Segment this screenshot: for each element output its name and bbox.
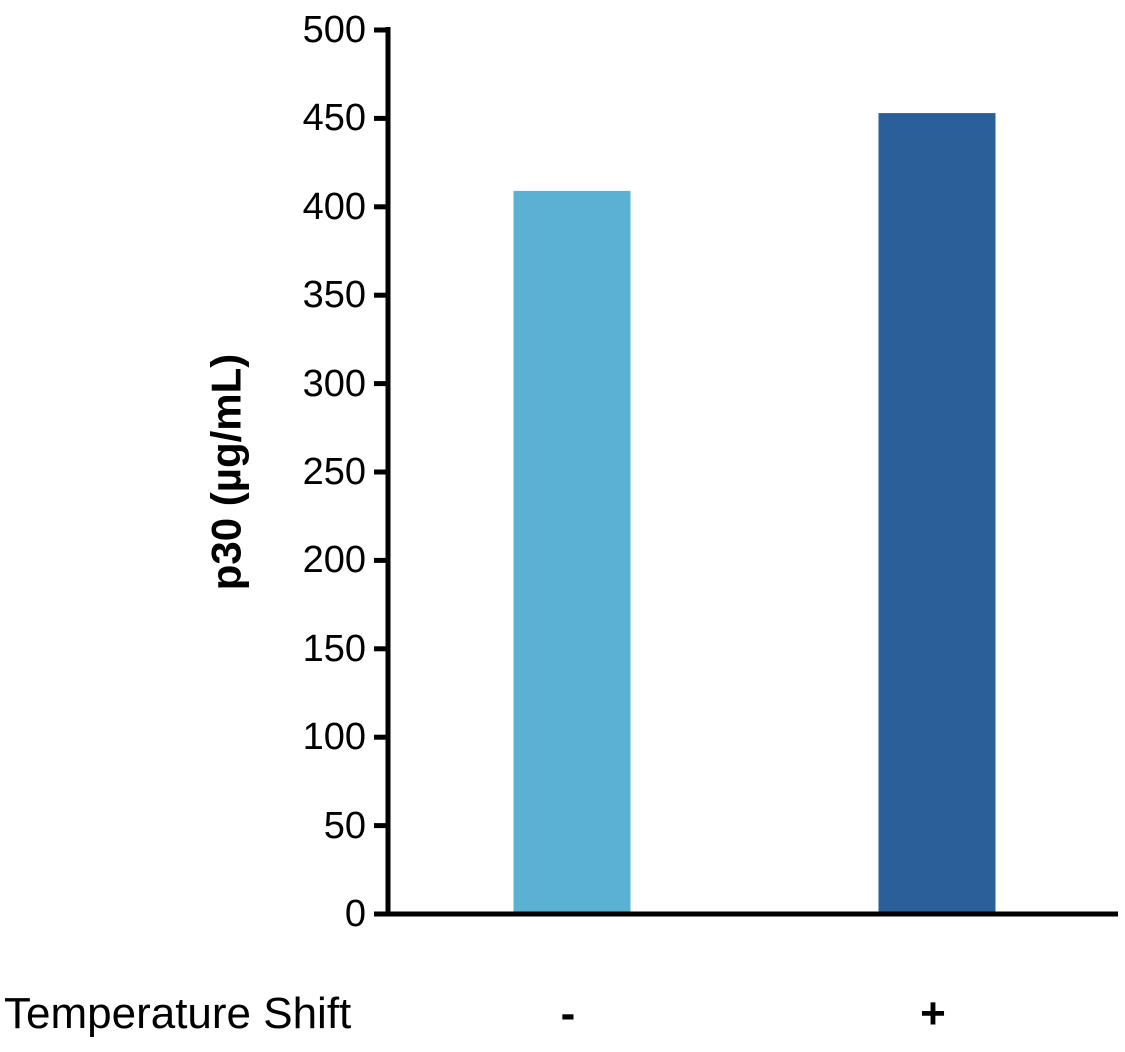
x-category-label: + — [920, 989, 946, 1038]
y-axis-title: p30 (µg/mL) — [201, 353, 249, 591]
y-tick-label: 50 — [323, 804, 366, 847]
bar-minus — [513, 190, 631, 914]
y-tick-label: 250 — [302, 451, 366, 493]
y-tick-label: 100 — [302, 716, 366, 759]
y-tick-label: 300 — [302, 362, 366, 405]
x-axis-title: Temperature Shift — [4, 989, 352, 1038]
y-tick-label: 450 — [302, 97, 366, 140]
bar-plus — [878, 113, 996, 914]
y-tick-label: 400 — [302, 185, 366, 228]
x-category-label: - — [560, 989, 576, 1038]
y-tick-label: 200 — [302, 539, 366, 582]
y-tick-label: 500 — [302, 9, 366, 51]
y-tick-label: 0 — [344, 893, 366, 935]
y-tick-label: 350 — [302, 274, 366, 317]
y-tick-label: 150 — [302, 627, 366, 670]
